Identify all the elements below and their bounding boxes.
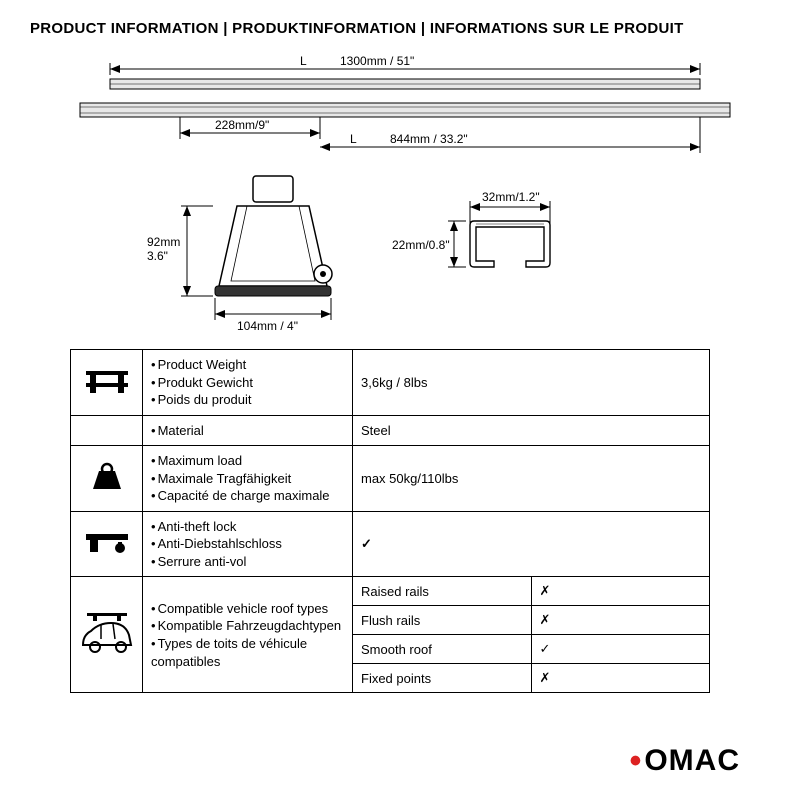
row-load: Maximum load Maximale Tragfähigkeit Capa…: [71, 446, 710, 512]
lock-icon: [71, 511, 143, 577]
profile-section: 32mm/1.2" 22mm/0.8": [392, 190, 550, 267]
roof-type-2: Smooth roof: [353, 635, 532, 664]
foot-height: 92mm 3.6": [147, 235, 184, 263]
top-L: L: [300, 54, 307, 68]
foot-base: 104mm / 4": [237, 319, 298, 331]
offset-dim: 228mm/9": [215, 118, 269, 132]
foot-bracket: 92mm 3.6" 104mm / 4": [147, 176, 332, 331]
dimension-diagram: L 1300mm / 51" 228mm/9" L 844mm / 33.2": [50, 51, 750, 331]
profile-width: 32mm/1.2": [482, 190, 540, 204]
row-lock: Anti-theft lock Anti-Diebstahlschloss Se…: [71, 511, 710, 577]
load-labels: Maximum load Maximale Tragfähigkeit Capa…: [143, 446, 353, 512]
spec-table: Product Weight Produkt Gewicht Poids du …: [70, 349, 710, 693]
row-roof-0: Compatible vehicle roof types Kompatible…: [71, 577, 710, 606]
mid-length: 844mm / 33.2": [390, 132, 468, 146]
roof-val-1: ✗: [531, 606, 710, 635]
roof-type-0: Raised rails: [353, 577, 532, 606]
profile-height: 22mm/0.8": [392, 238, 450, 252]
material-labels: Material: [143, 415, 353, 446]
roof-val-2: ✓: [531, 635, 710, 664]
roof-labels: Compatible vehicle roof types Kompatible…: [143, 577, 353, 693]
lock-value: ✓: [353, 511, 710, 577]
top-bar-group: L 1300mm / 51": [110, 54, 700, 89]
row-material: Material Steel: [71, 415, 710, 446]
second-bar-group: 228mm/9" L 844mm / 33.2": [80, 103, 730, 153]
car-icon: [71, 577, 143, 693]
load-value: max 50kg/110lbs: [353, 446, 710, 512]
top-length: 1300mm / 51": [340, 54, 414, 68]
bars-icon: [71, 350, 143, 416]
lock-labels: Anti-theft lock Anti-Diebstahlschloss Se…: [143, 511, 353, 577]
roof-type-1: Flush rails: [353, 606, 532, 635]
roof-val-0: ✗: [531, 577, 710, 606]
row-weight: Product Weight Produkt Gewicht Poids du …: [71, 350, 710, 416]
roof-val-3: ✗: [531, 664, 710, 693]
brand-text: OMAC: [644, 744, 740, 778]
material-value: Steel: [353, 415, 710, 446]
roof-type-3: Fixed points: [353, 664, 532, 693]
page-title: PRODUCT INFORMATION | PRODUKTINFORMATION…: [30, 20, 770, 37]
weight-icon: [71, 446, 143, 512]
weight-value: 3,6kg / 8lbs: [353, 350, 710, 416]
mid-L: L: [350, 132, 357, 146]
brand-logo: •OMAC: [629, 744, 740, 778]
weight-labels: Product Weight Produkt Gewicht Poids du …: [143, 350, 353, 416]
